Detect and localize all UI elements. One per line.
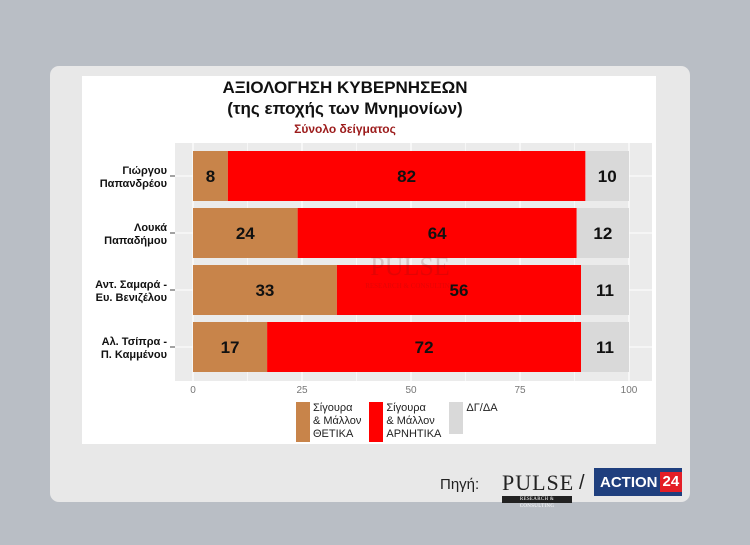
category-label: Π. Καμμένου	[101, 349, 167, 361]
x-tick-label: 25	[296, 385, 308, 396]
bar-value-label: 24	[236, 224, 255, 243]
chart-title: ΑΞΙΟΛΟΓΗΣΗ ΚΥΒΕΡΝΗΣΕΩΝ	[222, 78, 468, 97]
action24-logo-word: ACTION	[600, 473, 658, 491]
pulse-logo: PULSE RESEARCH & CONSULTING	[502, 462, 575, 509]
category-label: Ευ. Βενιζέλου	[96, 292, 167, 304]
bar-segment	[267, 322, 582, 372]
x-tick-label: 50	[405, 385, 417, 396]
legend-item: ΔΓ/ΔΑ	[449, 402, 498, 446]
x-tick-label: 100	[621, 385, 638, 396]
bar-segment	[581, 265, 629, 315]
bar-value-label: 11	[596, 338, 614, 357]
legend-item: Σίγουρα & Μάλλον ΑΡΝΗΤΙΚΑ	[369, 402, 441, 446]
chart-legend: Σίγουρα & Μάλλον ΘΕΤΙΚΑ Σίγουρα & Μάλλον …	[296, 402, 498, 446]
bar-value-label: 82	[397, 167, 416, 186]
legend-label: ΔΓ/ΔΑ	[466, 402, 498, 414]
bar-segment	[193, 265, 337, 315]
bar-value-label: 11	[596, 281, 614, 300]
bar-segment	[585, 151, 629, 201]
bar-value-label: 8	[206, 167, 215, 186]
bar-value-label: 33	[255, 281, 274, 300]
category-label: Παπαδήμου	[104, 235, 167, 247]
bar-segment	[193, 208, 298, 258]
x-tick-label: 0	[190, 385, 196, 396]
pulse-watermark: PULSE RESEARCH & CONSULTING	[355, 238, 465, 298]
category-label: Αλ. Τσίπρα -	[102, 336, 168, 348]
bar-value-label: 72	[415, 338, 434, 357]
sample-label: Σύνολο δείγματος	[294, 122, 396, 136]
legend-label: Σίγουρα & Μάλλον ΑΡΝΗΤΙΚΑ	[386, 402, 442, 440]
action24-logo: ACTION 24	[594, 468, 683, 496]
bar-segment	[576, 208, 629, 258]
category-label: Παπανδρέου	[100, 178, 167, 190]
bar-segment	[297, 208, 577, 258]
watermark-word: PULSE	[370, 252, 450, 281]
legend-swatch	[296, 402, 310, 442]
x-tick-label: 75	[514, 385, 526, 396]
legend-swatch	[449, 402, 464, 434]
chart-subtitle: (της εποχής των Μνημονίων)	[227, 99, 463, 118]
logo-separator: /	[579, 472, 585, 494]
action24-logo-number: 24	[659, 472, 683, 492]
bar-segment	[193, 151, 228, 201]
pulse-logo-word: PULSE	[502, 470, 575, 495]
bar-segment	[336, 265, 582, 315]
category-label: Αντ. Σαμαρά -	[95, 279, 167, 291]
legend-item: Σίγουρα & Μάλλον ΘΕΤΙΚΑ	[296, 402, 361, 446]
watermark-tagline: RESEARCH & CONSULTING	[365, 282, 455, 290]
legend-label: Σίγουρα & Μάλλον ΘΕΤΙΚΑ	[313, 402, 362, 440]
bar-value-label: 56	[449, 281, 468, 300]
pulse-logo-tagline: RESEARCH & CONSULTING	[502, 496, 572, 509]
bar-value-label: 10	[598, 167, 617, 186]
bar-segment	[581, 322, 629, 372]
bar-value-label: 64	[428, 224, 447, 243]
bar-value-label: 17	[221, 338, 240, 357]
bar-value-label: 12	[593, 224, 612, 243]
source-label: Πηγή:	[440, 476, 480, 493]
category-label: Γιώργου	[122, 165, 167, 177]
category-label: Λουκά	[134, 222, 167, 234]
bar-segment	[193, 322, 268, 372]
legend-swatch	[369, 402, 384, 442]
bar-segment	[227, 151, 586, 201]
